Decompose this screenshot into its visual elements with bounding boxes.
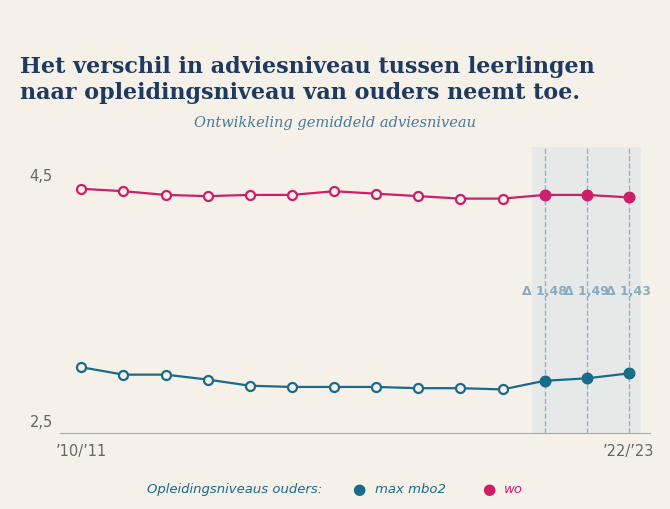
Text: Δ 1,49: Δ 1,49 <box>564 285 609 298</box>
Text: Opleidingsniveaus ouders:: Opleidingsniveaus ouders: <box>147 482 323 495</box>
Text: Δ 1,43: Δ 1,43 <box>606 285 651 298</box>
Text: Het verschil in adviesniveau tussen leerlingen
naar opleidingsniveau van ouders : Het verschil in adviesniveau tussen leer… <box>20 55 595 104</box>
Text: max mbo2: max mbo2 <box>375 482 446 495</box>
Text: ●: ● <box>482 481 496 496</box>
Text: wo: wo <box>504 482 523 495</box>
Text: Ontwikkeling gemiddeld adviesniveau: Ontwikkeling gemiddeld adviesniveau <box>194 116 476 130</box>
Text: Δ 1,48: Δ 1,48 <box>522 285 567 298</box>
Bar <box>532 148 641 433</box>
Text: ●: ● <box>352 481 365 496</box>
